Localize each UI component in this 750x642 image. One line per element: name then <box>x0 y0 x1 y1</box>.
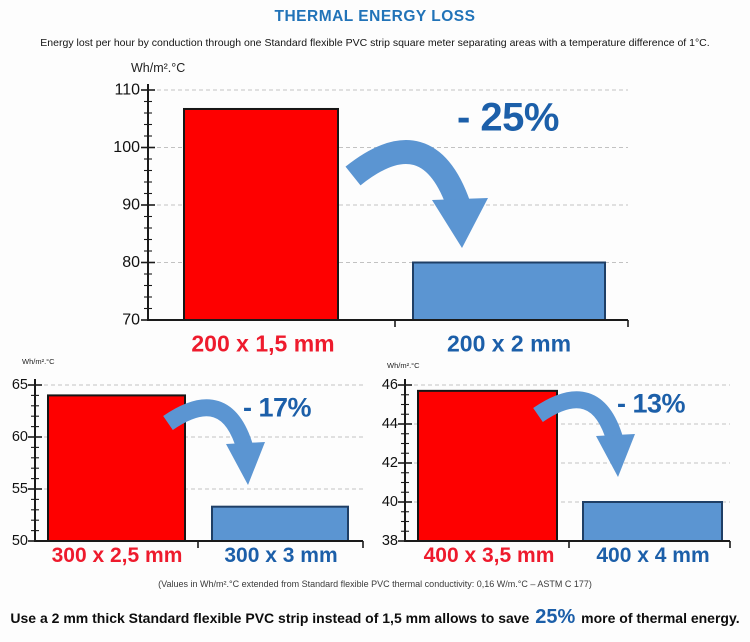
y-tick-label: 55 <box>12 481 28 497</box>
y-tick-label: 44 <box>382 416 398 432</box>
conclusion-prefix: Use a 2 mm thick Standard flexible PVC s… <box>10 610 534 626</box>
decrease-arrow-head <box>432 198 488 248</box>
category-label-400x4: 400 x 4 mm <box>596 544 710 567</box>
y-tick-label: 38 <box>382 533 398 549</box>
y-tick-label: 70 <box>122 312 140 329</box>
category-label-400x35: 400 x 3,5 mm <box>423 544 555 567</box>
decrease-arrow <box>533 391 624 443</box>
category-label-200x2: 200 x 2 mm <box>446 330 572 357</box>
red-bar <box>47 394 186 542</box>
y-axis-unit-label-main: Wh/m².°C <box>131 61 186 75</box>
y-tick-label: 42 <box>382 455 398 471</box>
subtitle: Energy lost per hour by conduction throu… <box>40 37 710 49</box>
category-label-300x3: 300 x 3 mm <box>224 544 338 567</box>
delta-annotation-right: - 13% <box>616 388 686 419</box>
decrease-arrow-head <box>596 434 635 477</box>
y-tick-label: 65 <box>12 377 28 393</box>
decrease-arrow <box>345 140 471 211</box>
decrease-arrow-head <box>226 442 265 485</box>
y-tick-label: 80 <box>122 254 140 271</box>
bar-chart-1: 50 55 60 65 <box>12 377 364 549</box>
conclusion-suffix: more of thermal energy. <box>577 610 740 626</box>
bar-chart-0: 70 80 90 100 110 <box>113 82 629 329</box>
footnote: (Values in Wh/m².°C extended from Standa… <box>158 579 592 589</box>
y-tick-label: 110 <box>114 82 140 99</box>
blue-bar <box>582 501 723 542</box>
red-bar <box>183 107 339 321</box>
y-tick-label: 90 <box>122 197 140 214</box>
delta-annotation-left: - 17% <box>242 392 312 423</box>
y-axis-unit-label-left: Wh/m².°C <box>22 357 55 366</box>
y-tick-label: 60 <box>12 429 28 445</box>
blue-bar <box>412 261 606 321</box>
category-label-200x15: 200 x 1,5 mm <box>191 330 335 357</box>
decrease-arrow <box>163 399 254 451</box>
y-axis-unit-label-right: Wh/m².°C <box>387 361 420 370</box>
y-tick-label: 100 <box>113 139 140 156</box>
y-tick-label: 46 <box>382 377 398 393</box>
page-title: THERMAL ENERGY LOSS <box>274 8 476 25</box>
bar-chart-2: 38 40 42 44 46 <box>382 377 731 549</box>
conclusion-text: Use a 2 mm thick Standard flexible PVC s… <box>0 603 750 632</box>
y-tick-label: 50 <box>12 533 28 549</box>
category-label-300x25: 300 x 2,5 mm <box>51 544 183 567</box>
conclusion-highlight-percent: 25% <box>535 606 576 628</box>
delta-annotation-main: - 25% <box>457 95 560 140</box>
y-tick-label: 40 <box>382 494 398 510</box>
red-bar <box>417 389 558 542</box>
blue-bar <box>211 505 349 542</box>
